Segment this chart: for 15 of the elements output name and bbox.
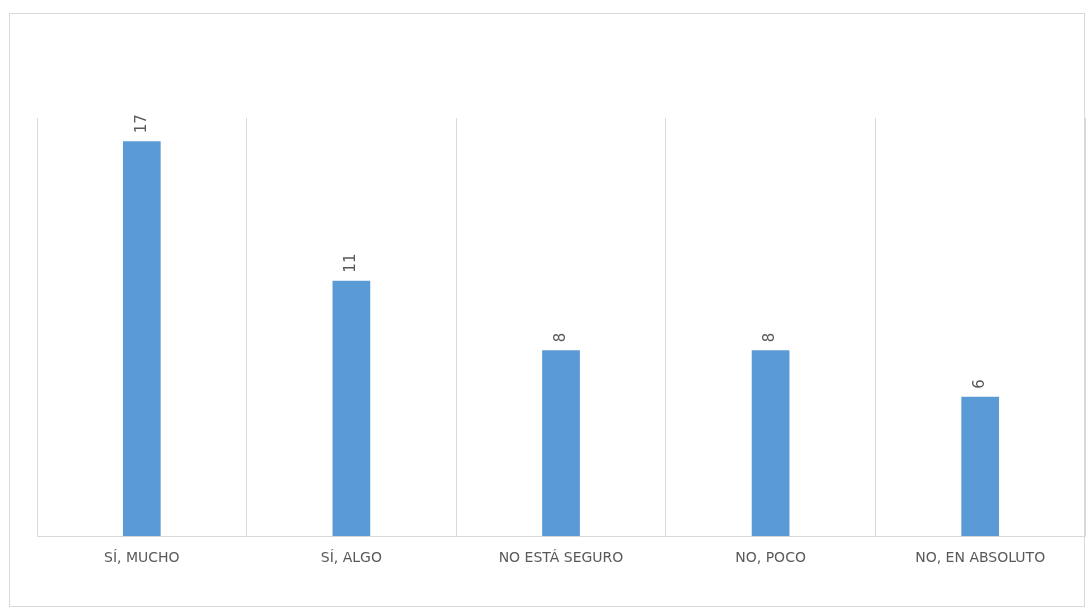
data-label: 11 <box>341 253 360 273</box>
x-tick-label: SÍ, MUCHO <box>104 549 180 566</box>
bar <box>542 350 580 537</box>
data-label: 8 <box>760 332 779 343</box>
x-tick-label: NO, EN ABSOLUTO <box>915 549 1046 566</box>
data-label: 17 <box>131 114 150 134</box>
bar <box>751 350 790 537</box>
x-tick-label: NO, POCO <box>735 549 806 566</box>
data-label: 8 <box>550 332 569 343</box>
bar <box>961 396 1000 537</box>
x-tick-label: SÍ, ALGO <box>320 549 382 566</box>
data-label: 6 <box>970 379 989 389</box>
bar <box>122 141 161 537</box>
bar <box>332 280 371 537</box>
x-tick-label: NO ESTÁ SEGURO <box>498 549 624 566</box>
